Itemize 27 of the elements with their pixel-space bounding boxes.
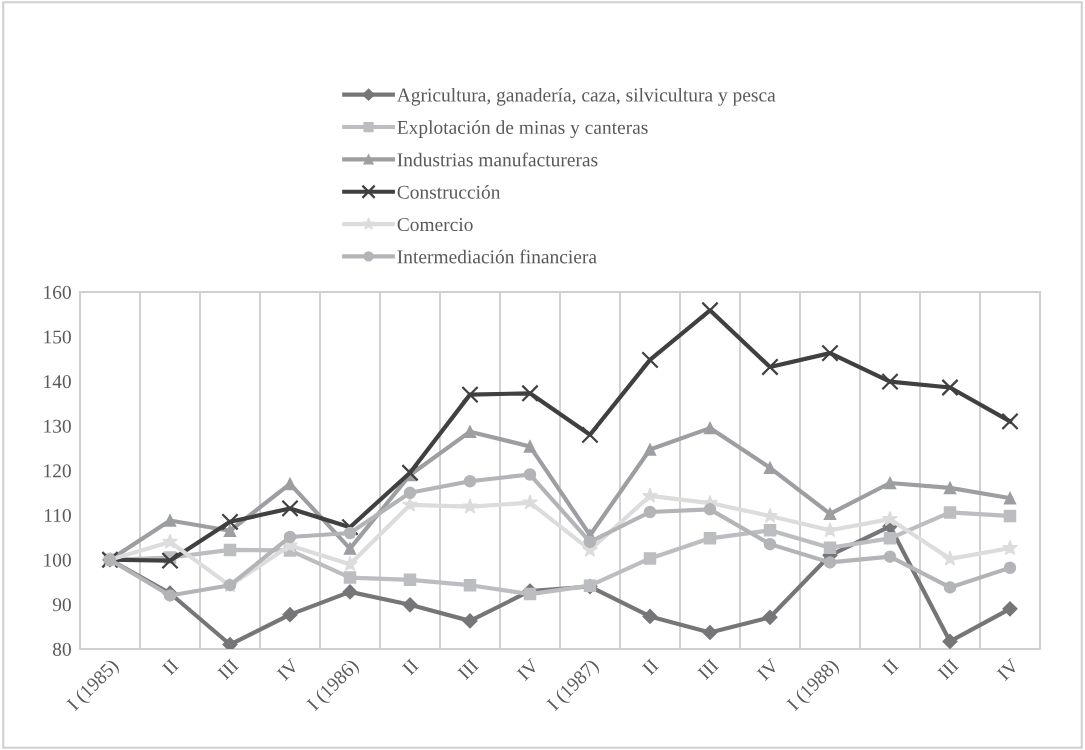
x-tick-label: IV <box>996 658 1020 682</box>
legend-label: Industrias manufactureras <box>397 152 598 167</box>
y-tick-label: 150 <box>44 330 71 344</box>
x-tick-label: II <box>641 658 660 676</box>
y-tick-label: 80 <box>52 642 71 656</box>
y-tick-label: 160 <box>44 285 71 299</box>
legend-label: Agricultura, ganadería, caza, silvicultura y pesca <box>396 87 776 106</box>
x-tick-label: II <box>401 658 420 676</box>
x-tick-label: II <box>881 658 900 676</box>
x-tick-label: IV <box>756 658 780 682</box>
y-tick-label: 100 <box>44 553 71 567</box>
y-tick-label: 140 <box>44 375 71 389</box>
legend-label: Intermediación financiera <box>397 249 597 264</box>
y-tick-label: 120 <box>44 464 71 478</box>
y-tick-label: 130 <box>44 419 71 433</box>
x-tick-label: III <box>217 658 240 681</box>
y-tick-label: 110 <box>44 508 71 523</box>
legend-label: Explotación de minas y canteras <box>397 120 648 139</box>
x-tick-label: IV <box>276 658 300 682</box>
x-tick-label: II <box>161 658 180 676</box>
x-tick-label: III <box>697 658 720 681</box>
y-tick-label: 90 <box>52 598 71 612</box>
x-tick-label: III <box>457 658 480 681</box>
x-tick-label: III <box>937 658 960 681</box>
legend-label: Comercio <box>397 218 473 232</box>
x-tick-label: IV <box>516 658 540 682</box>
legend-label: Construcción <box>397 185 501 199</box>
